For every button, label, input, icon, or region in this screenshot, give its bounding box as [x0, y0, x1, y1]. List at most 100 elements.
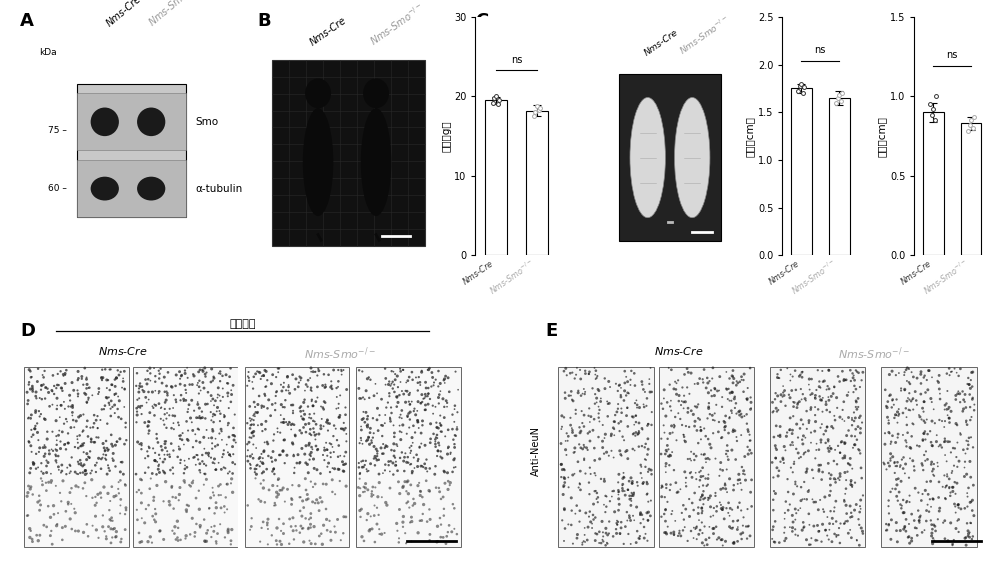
Point — [574, 407, 590, 416]
Point — [29, 377, 45, 386]
Point — [924, 531, 940, 540]
Point — [203, 416, 219, 425]
Point — [730, 479, 746, 488]
Point — [210, 384, 226, 393]
Point — [579, 536, 595, 545]
Point — [256, 447, 272, 456]
Point — [895, 464, 911, 473]
Point — [41, 478, 57, 487]
Point — [399, 458, 415, 467]
Point — [619, 411, 635, 420]
Point — [587, 529, 603, 538]
Point — [571, 440, 587, 449]
Point — [951, 371, 967, 380]
Point — [903, 396, 919, 406]
Point — [938, 482, 954, 491]
Point — [598, 528, 614, 537]
Bar — [77, 160, 186, 217]
Point — [257, 390, 273, 399]
Point — [429, 434, 445, 443]
Point — [192, 365, 208, 374]
Point — [101, 400, 117, 409]
Point — [832, 469, 848, 478]
Point — [705, 511, 721, 520]
Point — [433, 421, 449, 430]
Point — [414, 390, 430, 399]
Point — [955, 445, 971, 454]
Point — [360, 412, 376, 421]
Point — [895, 408, 911, 417]
Point — [107, 390, 123, 399]
Point — [899, 420, 915, 429]
Point — [260, 540, 276, 549]
Point — [587, 390, 603, 399]
Point — [131, 402, 147, 411]
Point — [62, 396, 78, 405]
Point — [314, 540, 330, 549]
Point — [276, 418, 292, 427]
Point — [952, 398, 968, 407]
Point — [425, 401, 441, 410]
Point — [963, 519, 979, 528]
Point — [77, 389, 93, 398]
Point — [794, 373, 810, 382]
Point — [320, 418, 336, 428]
Point — [620, 377, 636, 386]
Point — [418, 476, 434, 485]
Point — [361, 433, 377, 442]
Point — [556, 367, 572, 376]
Point — [685, 410, 701, 419]
Point — [410, 481, 426, 490]
Point — [360, 509, 376, 518]
Ellipse shape — [363, 78, 389, 108]
Point — [367, 380, 383, 389]
Point — [31, 447, 47, 456]
Point — [254, 402, 270, 411]
Point — [726, 374, 742, 383]
Point — [291, 481, 307, 490]
Point — [765, 506, 781, 515]
Point — [84, 475, 100, 484]
Point — [220, 389, 236, 398]
Point — [276, 378, 292, 387]
Point — [582, 463, 598, 472]
Point — [878, 519, 894, 528]
Point — [653, 399, 669, 408]
Point — [62, 391, 78, 400]
Point — [616, 473, 632, 482]
Point — [616, 396, 632, 405]
Point — [674, 396, 690, 406]
Point — [834, 415, 850, 424]
Point — [599, 539, 615, 548]
Point — [316, 370, 332, 379]
Point — [74, 374, 90, 384]
Point — [848, 403, 864, 412]
Point — [352, 474, 368, 483]
Point — [715, 503, 731, 512]
Point — [886, 413, 902, 422]
Point — [154, 446, 170, 455]
Point — [743, 488, 759, 497]
Point — [687, 402, 703, 411]
Point — [806, 497, 822, 506]
Point — [740, 384, 756, 393]
Point — [412, 516, 428, 525]
Point — [88, 526, 104, 535]
Point — [586, 515, 602, 524]
Point — [256, 371, 272, 380]
Point — [99, 443, 115, 452]
Point — [824, 422, 840, 431]
Point — [337, 403, 353, 412]
Point — [268, 456, 284, 465]
Point — [374, 530, 390, 539]
Point — [77, 478, 93, 487]
Point — [322, 419, 338, 428]
Point — [255, 483, 271, 492]
Point — [828, 497, 844, 506]
Point — [771, 373, 787, 382]
Point — [330, 452, 346, 461]
Point — [353, 425, 369, 434]
Point — [610, 488, 626, 497]
Point — [613, 404, 629, 413]
Point — [114, 383, 130, 392]
